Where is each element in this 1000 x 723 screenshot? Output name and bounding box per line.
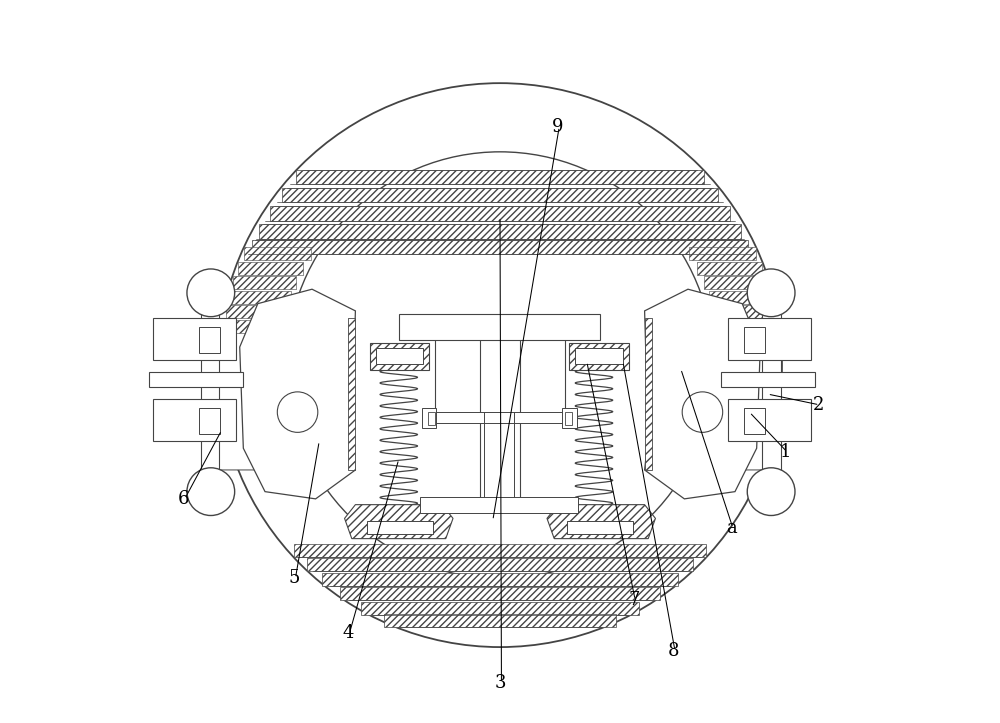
Circle shape <box>218 83 782 647</box>
Bar <box>367 521 433 534</box>
Polygon shape <box>240 289 355 499</box>
Circle shape <box>747 468 795 515</box>
Bar <box>252 240 748 254</box>
Polygon shape <box>345 505 453 539</box>
Bar <box>422 408 436 428</box>
Bar <box>697 262 762 275</box>
Bar <box>201 294 219 490</box>
Bar <box>361 602 639 615</box>
Bar <box>384 614 616 627</box>
Bar <box>296 170 704 184</box>
Text: 3: 3 <box>494 675 506 692</box>
Polygon shape <box>547 505 655 539</box>
Text: 7: 7 <box>628 591 639 609</box>
Text: 9: 9 <box>552 118 564 135</box>
Bar <box>282 188 718 202</box>
Circle shape <box>277 392 318 432</box>
Bar <box>744 408 765 434</box>
Bar <box>728 399 811 441</box>
Circle shape <box>187 269 235 317</box>
Bar <box>565 412 572 425</box>
Bar <box>420 497 578 513</box>
Circle shape <box>287 152 713 578</box>
Bar <box>428 412 571 423</box>
Text: 6: 6 <box>178 490 189 508</box>
Bar <box>709 291 771 304</box>
Bar <box>294 544 706 557</box>
Bar <box>714 305 774 318</box>
Bar <box>569 343 629 370</box>
Bar <box>233 276 296 289</box>
Bar <box>762 294 781 490</box>
Bar <box>153 318 236 360</box>
Bar <box>259 224 741 239</box>
Bar <box>229 291 291 304</box>
Bar <box>224 320 283 333</box>
Bar <box>307 558 693 571</box>
Bar <box>238 262 303 275</box>
Bar <box>376 348 423 364</box>
Bar <box>340 587 660 600</box>
Bar <box>199 408 220 434</box>
Text: 1: 1 <box>780 443 791 461</box>
Polygon shape <box>645 318 652 470</box>
Circle shape <box>187 468 235 515</box>
Text: 5: 5 <box>288 570 300 587</box>
Text: 2: 2 <box>812 396 824 414</box>
Bar <box>370 343 429 370</box>
Bar <box>149 372 243 387</box>
Text: 4: 4 <box>342 624 354 641</box>
Bar <box>270 206 730 221</box>
Polygon shape <box>219 311 265 470</box>
Bar <box>153 399 236 441</box>
Bar <box>322 573 678 586</box>
Polygon shape <box>645 289 760 499</box>
Bar <box>717 320 776 333</box>
Bar <box>480 329 520 499</box>
Circle shape <box>747 269 795 317</box>
Bar <box>428 412 435 425</box>
Bar <box>744 327 765 353</box>
Bar <box>244 247 311 260</box>
Bar <box>226 305 286 318</box>
Text: a: a <box>726 519 737 536</box>
Circle shape <box>682 392 723 432</box>
Bar <box>704 276 767 289</box>
Bar <box>562 408 577 428</box>
Bar <box>575 348 623 364</box>
Bar <box>721 372 815 387</box>
Polygon shape <box>348 318 355 470</box>
Bar <box>689 247 756 260</box>
Bar <box>728 318 811 360</box>
Polygon shape <box>735 311 781 470</box>
Bar <box>399 314 600 340</box>
Bar <box>199 327 220 353</box>
Text: 8: 8 <box>668 642 679 659</box>
Bar <box>567 521 633 534</box>
